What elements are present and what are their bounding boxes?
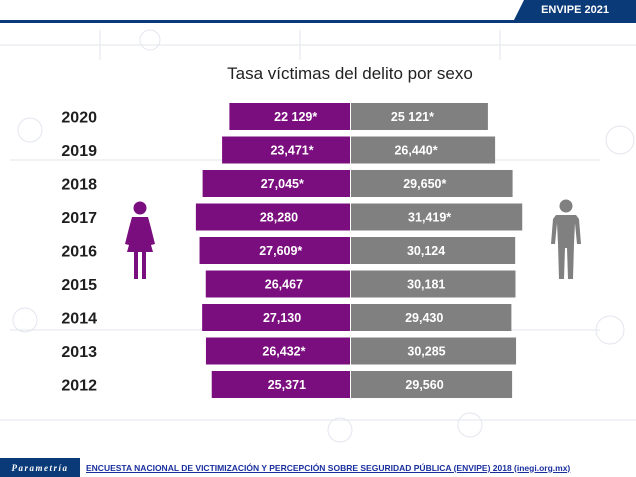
male-bar — [351, 170, 513, 197]
female-value-label: 25,371 — [268, 378, 306, 392]
year-label: 2020 — [61, 110, 97, 127]
male-value-label: 26,440* — [394, 144, 437, 158]
female-bar — [199, 237, 350, 264]
female-bar — [222, 136, 350, 164]
female-value-label: 26,467 — [265, 278, 303, 292]
header-band — [0, 0, 636, 20]
envipe-badge: ENVIPE 2021 — [514, 0, 636, 20]
male-value-label: 30,181 — [407, 278, 445, 292]
male-value-label: 31,419* — [408, 211, 451, 225]
female-figure-icon — [125, 201, 155, 279]
male-value-label: 30,124 — [407, 244, 445, 258]
male-value-label: 25 121* — [391, 110, 434, 124]
chart-title: Tasa víctimas del delito por sexo — [227, 64, 473, 83]
female-value-label: 26,432* — [262, 345, 305, 359]
female-bar — [202, 170, 350, 197]
female-value-label: 28,280 — [260, 211, 298, 225]
male-value-label: 29,430 — [405, 311, 443, 325]
female-bar — [205, 270, 350, 298]
female-value-label: 22 129* — [274, 110, 317, 124]
year-label: 2016 — [61, 244, 97, 261]
female-value-label: 23,471* — [270, 144, 313, 158]
male-bar — [351, 203, 523, 231]
female-value-label: 27,130 — [263, 311, 301, 325]
male-bar — [351, 371, 513, 398]
parametria-logo: Parametría — [0, 458, 80, 477]
male-bar — [351, 337, 517, 365]
male-value-label: 30,285 — [407, 345, 445, 359]
year-label: 2014 — [61, 311, 97, 328]
year-label: 2013 — [61, 344, 97, 361]
header-divider — [0, 20, 636, 23]
year-label: 2012 — [61, 378, 97, 395]
male-bar — [351, 270, 516, 298]
male-figure-icon — [551, 199, 581, 279]
male-value-label: 29,560 — [405, 378, 443, 392]
male-bar — [351, 103, 488, 130]
male-bar — [351, 237, 516, 264]
year-label: 2019 — [61, 143, 97, 160]
female-bar — [195, 203, 350, 231]
footer: Parametría ENCUESTA NACIONAL DE VICTIMIZ… — [0, 458, 636, 477]
year-label: 2015 — [61, 277, 97, 294]
female-bar — [205, 337, 350, 365]
female-bar — [229, 103, 350, 130]
female-value-label: 27,609* — [259, 244, 302, 258]
male-bar — [351, 136, 496, 164]
male-bar — [351, 304, 512, 331]
female-value-label: 27,045* — [261, 177, 304, 191]
year-label: 2017 — [61, 210, 97, 227]
year-label: 2018 — [61, 177, 97, 194]
source-link[interactable]: ENCUESTA NACIONAL DE VICTIMIZACIÓN Y PER… — [86, 462, 571, 473]
female-bar — [202, 304, 350, 331]
male-value-label: 29,650* — [403, 177, 446, 191]
female-bar — [211, 371, 350, 398]
